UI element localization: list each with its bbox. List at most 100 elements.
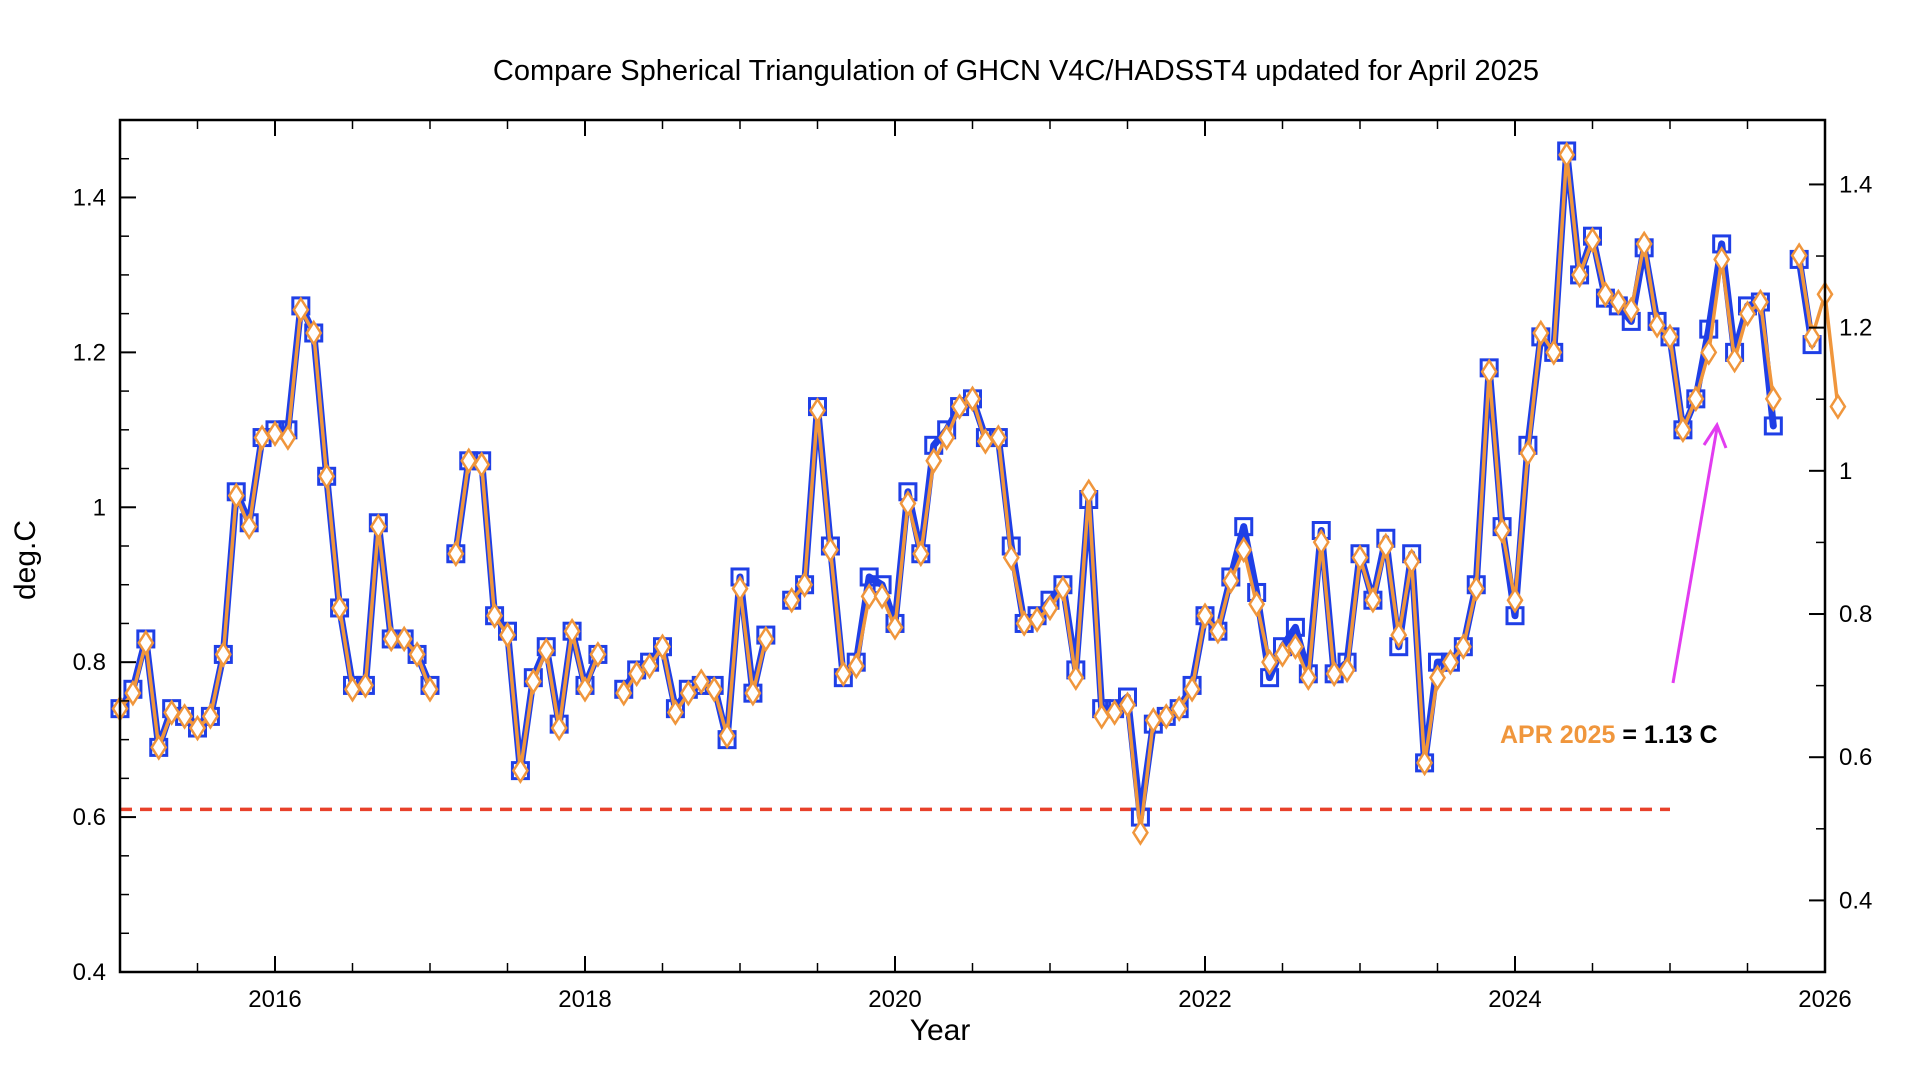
- annotation-layer: APR 2025 = 1.13 C: [1500, 421, 1728, 749]
- series-orange-point: [369, 513, 387, 540]
- series-orange-point: [1454, 633, 1472, 661]
- series-orange-point: [821, 536, 839, 564]
- series-orange-point: [925, 447, 943, 475]
- series-orange-point: [1648, 311, 1666, 339]
- series-orange-point: [938, 424, 956, 451]
- series-orange-point: [1106, 699, 1124, 726]
- series-orange-point: [382, 625, 400, 653]
- series-orange-point: [1002, 544, 1020, 571]
- series-orange-point: [214, 641, 232, 668]
- series-orange-point: [666, 699, 684, 726]
- series-orange-point: [511, 757, 529, 784]
- series-orange-point: [1299, 664, 1317, 692]
- series-orange-point: [395, 625, 413, 653]
- series-orange-point: [486, 602, 504, 630]
- series-orange-point: [718, 722, 736, 750]
- series-orange-point: [447, 540, 465, 568]
- series-orange-point: [1467, 575, 1485, 602]
- y-tick-label: 1.4: [73, 184, 106, 211]
- series-orange-point: [1790, 242, 1808, 269]
- series-orange-point: [408, 641, 426, 668]
- series-orange-point: [1558, 141, 1576, 169]
- series-orange-point: [1390, 621, 1408, 649]
- x-tick-label: 2026: [1798, 986, 1851, 1013]
- series-orange-point: [576, 675, 594, 703]
- x-tick-label: 2016: [248, 986, 301, 1013]
- series-orange-point: [150, 734, 168, 761]
- series-orange-point: [1351, 544, 1369, 571]
- annotation-value: = 1.13 C: [1622, 721, 1717, 749]
- series-orange-point: [1080, 478, 1098, 506]
- series-orange-point: [292, 296, 310, 324]
- series-orange-point: [1596, 280, 1614, 308]
- series-orange-point: [1764, 385, 1782, 413]
- series-blue-point: [1234, 517, 1254, 537]
- series-orange-point: [240, 513, 258, 540]
- series-orange-point: [537, 637, 555, 664]
- series-orange-point: [1622, 296, 1640, 324]
- series-orange-point: [563, 617, 581, 645]
- y-right-tick-label: 1.4: [1839, 171, 1872, 198]
- series-orange-point: [860, 583, 878, 610]
- series-orange-point: [1829, 393, 1847, 420]
- series-orange-point: [356, 672, 374, 699]
- series-orange-point: [692, 668, 710, 695]
- series-orange-point: [1416, 749, 1434, 777]
- series-orange-point: [1248, 590, 1266, 618]
- ticks-layer: 2016 2018 2020 2022 2024 2026 0.4 0.6 0.8 1 1.2 1.4…: [73, 120, 1872, 1013]
- series-orange-point: [1183, 675, 1201, 703]
- series-orange-point: [227, 482, 245, 509]
- series-orange-point: [1803, 323, 1821, 351]
- series-orange-point: [912, 540, 930, 568]
- series-orange-point: [331, 594, 349, 622]
- series-orange-point: [305, 319, 323, 347]
- series-orange-point: [550, 714, 568, 742]
- series-orange-point: [1041, 594, 1059, 622]
- series-orange-point: [1609, 288, 1627, 316]
- series-orange-point: [1700, 339, 1718, 366]
- series-orange-point: [1157, 703, 1175, 730]
- y-tick-label: 1: [93, 494, 106, 521]
- series-orange-point: [1028, 606, 1046, 633]
- series-orange-point: [1429, 664, 1446, 692]
- series-orange-point: [679, 679, 697, 707]
- series-blue-line: [788, 147, 1777, 821]
- series-orange-point: [1196, 602, 1214, 630]
- series-blue-point: [1763, 416, 1783, 436]
- annotation-text: APR 2025 = 1.13 C: [1500, 721, 1718, 749]
- series-orange-point: [1584, 226, 1601, 254]
- series-orange-point: [1131, 819, 1149, 846]
- x-axis-label: Year: [910, 1014, 971, 1047]
- series-orange-point: [1441, 648, 1459, 676]
- series-orange-point: [1674, 416, 1692, 444]
- series-orange-point: [1261, 648, 1279, 676]
- series-orange-point: [1506, 586, 1524, 614]
- series-orange-point: [318, 462, 336, 490]
- series-orange-point: [163, 699, 181, 726]
- series-orange-point: [989, 424, 1007, 451]
- series-orange-point: [1493, 517, 1511, 544]
- series-orange-point: [1519, 439, 1537, 467]
- series-orange-point: [886, 613, 904, 641]
- series-orange: [111, 141, 1847, 846]
- series-orange-point: [1571, 261, 1589, 289]
- series-orange-point: [1532, 319, 1550, 347]
- series-orange-point: [124, 679, 142, 707]
- series-orange-point: [641, 652, 659, 680]
- series-orange-point: [731, 575, 749, 602]
- series-orange-point: [1067, 664, 1085, 692]
- series-orange-point: [1209, 617, 1227, 645]
- series-orange-point: [1054, 575, 1072, 602]
- y-tick-label: 0.8: [73, 649, 106, 676]
- series-orange-point: [847, 652, 865, 680]
- series-orange-point: [1635, 230, 1653, 258]
- series-orange-point: [628, 660, 646, 688]
- series-orange-point: [1312, 528, 1330, 556]
- y-tick-label: 1.2: [73, 339, 106, 366]
- annotation-arrow-head: [1702, 421, 1728, 449]
- series-orange-point: [1119, 691, 1136, 719]
- series-orange-point: [589, 641, 607, 668]
- series-orange-point: [1751, 288, 1769, 316]
- series-orange-line: [1797, 255, 1840, 407]
- series-orange-point: [654, 633, 671, 661]
